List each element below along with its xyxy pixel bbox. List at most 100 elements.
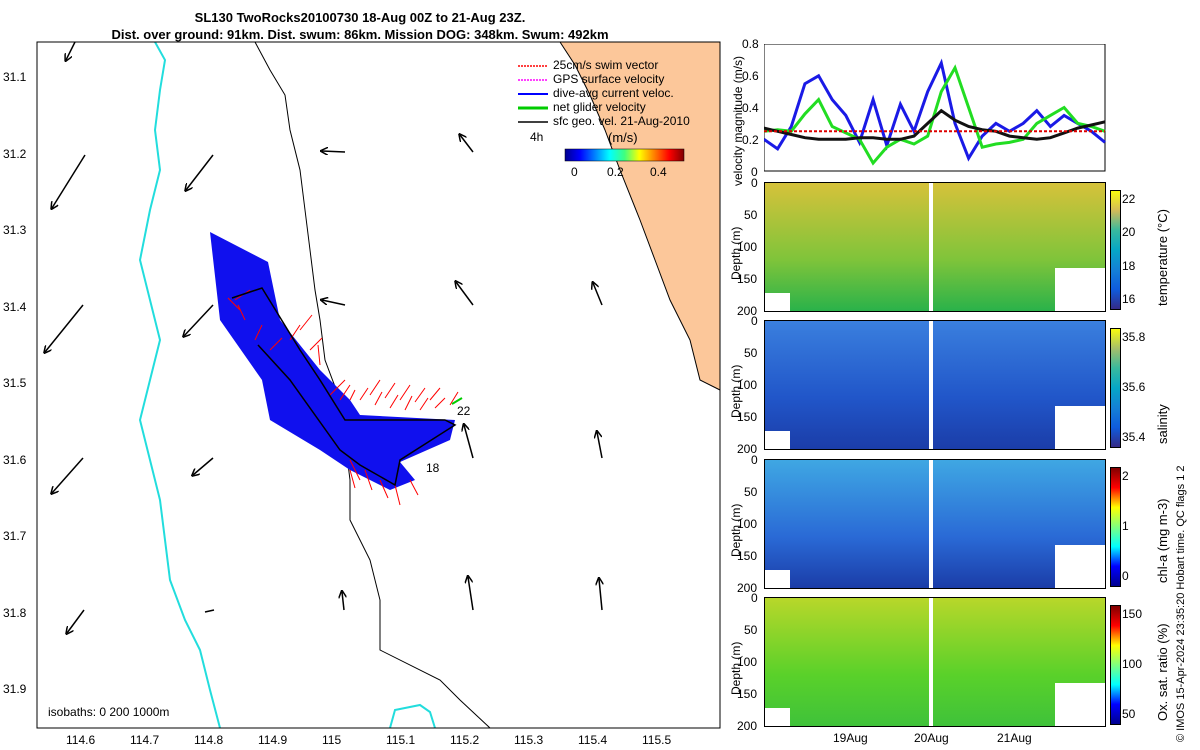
glider-track-line [231,287,457,487]
velocity-y-tick: 0 [751,165,758,179]
colorbar-label: temperature (°C) [1155,209,1170,306]
colorbar-tick: 150 [1122,607,1143,621]
depth-tick: 0 [751,176,758,190]
map-colorbar [564,148,685,162]
map-y-tick: 31.9 [3,682,27,696]
colorbar-label: salinity [1155,404,1170,444]
velocity-y-tick: 0.2 [742,133,759,147]
map-axes [36,41,721,729]
land-area [560,42,720,390]
map-y-tick: 31.1 [3,70,27,84]
no-data-area [1055,406,1105,449]
coastline [559,41,721,391]
section-heatmap [764,459,1106,589]
imos-footer-note: © IMOS 15-Apr-2024 23:35:20 Hobart time.… [1175,465,1187,742]
depth-tick: 200 [737,581,758,595]
depth-tick: 50 [744,208,758,222]
no-data-area [1055,268,1105,311]
isobath-200m [254,41,491,729]
legend-net: net glider velocity [553,100,646,114]
section-colorbar [1110,605,1121,725]
glider-track-band [210,232,455,490]
chart-title-line2: Dist. over ground: 91km. Dist. swum: 86k… [111,27,609,42]
time-x-tick: 20Aug [914,731,949,745]
no-data-area [765,293,790,311]
section-colorbar [1110,190,1121,310]
no-data-area [765,708,790,726]
depth-tick: 150 [737,272,758,286]
isobaths-label: isobaths: 0 200 1000m [48,705,170,719]
depth-tick: 150 [737,410,758,424]
section-heatmap [764,320,1106,450]
map-x-tick: 115.5 [642,733,672,747]
depth-tick: 50 [744,346,758,360]
map-colorbar-title: (m/s) [608,130,638,145]
track-day-label: 22 [457,404,471,418]
map-x-tick: 114.8 [194,733,224,747]
map-colorbar-tick: 0.2 [607,165,624,179]
net-velocity-marker [451,397,463,405]
data-gap [929,321,933,449]
chart-title-line1: SL130 TwoRocks20100730 18-Aug 00Z to 21-… [194,10,526,25]
map-colorbar-tick: 0 [571,165,578,179]
section-colorbar [1110,328,1121,448]
series-line-net-glider [764,64,1106,166]
depth-tick: 200 [737,719,758,733]
depth-tick: 50 [744,623,758,637]
track-day-label: 18 [426,461,440,475]
map-x-tick: 114.7 [130,733,160,747]
colorbar-tick: 100 [1122,657,1143,671]
map-x-tick: 115.2 [450,733,480,747]
isobath-1000m [138,41,221,729]
map-y-tick: 31.2 [3,146,27,161]
depth-tick: 100 [737,240,758,254]
legend-swim: 25cm/s swim vector [553,58,659,72]
map-x-tick: 114.9 [258,733,288,747]
depth-tick: 50 [744,485,758,499]
geo-velocity-arrows [45,41,602,633]
depth-tick: 200 [737,442,758,456]
map-colorbar-tick: 0.4 [650,165,667,179]
series-line-sfc-geo [764,108,1106,141]
depth-tick: 150 [737,549,758,563]
colorbar-tick: 35.8 [1122,330,1146,344]
four-hour-label: 4h [530,130,544,144]
depth-tick: 0 [751,453,758,467]
colorbar-tick: 16 [1122,292,1136,306]
map-y-tick: 31.5 [3,376,27,390]
section-colorbar [1110,467,1121,587]
colorbar-tick: 35.6 [1122,380,1146,394]
colorbar-tick: 0 [1122,569,1129,583]
legend-dive-avg: dive-avg current veloc. [553,86,674,100]
map-x-tick: 115.3 [514,733,544,747]
data-gap [929,460,933,588]
map-x-tick: 114.6 [66,733,96,747]
no-data-area [765,431,790,449]
colorbar-tick: 2 [1122,469,1129,483]
colorbar-tick: 18 [1122,258,1136,273]
no-data-area [765,570,790,588]
map-y-tick: 31.8 [3,605,27,620]
depth-tick: 100 [737,378,758,392]
map-panel [36,41,721,729]
colorbar-label: chl-a (mg m-3) [1155,498,1170,583]
no-data-area [1055,545,1105,588]
velocity-chart [764,44,1106,172]
time-x-tick: 21Aug [997,731,1032,745]
map-x-tick: 115.1 [386,733,416,747]
legend-gps: GPS surface velocity [553,72,665,86]
colorbar-tick: 20 [1122,225,1136,240]
time-x-tick: 19Aug [833,731,868,745]
map-y-tick: 31.4 [3,299,27,314]
colorbar-tick: 50 [1122,707,1136,721]
data-gap [929,183,933,311]
depth-tick: 150 [737,687,758,701]
legend-swatches [518,65,548,123]
section-heatmap [764,597,1106,727]
data-gap [929,598,933,726]
velocity-y-tick: 0.4 [742,101,759,115]
colorbar-tick: 22 [1122,192,1136,206]
map-x-tick: 115 [322,733,342,747]
colorbar-label: Ox. sat. ratio (%) [1155,623,1170,721]
velocity-y-tick: 0.8 [742,37,759,51]
